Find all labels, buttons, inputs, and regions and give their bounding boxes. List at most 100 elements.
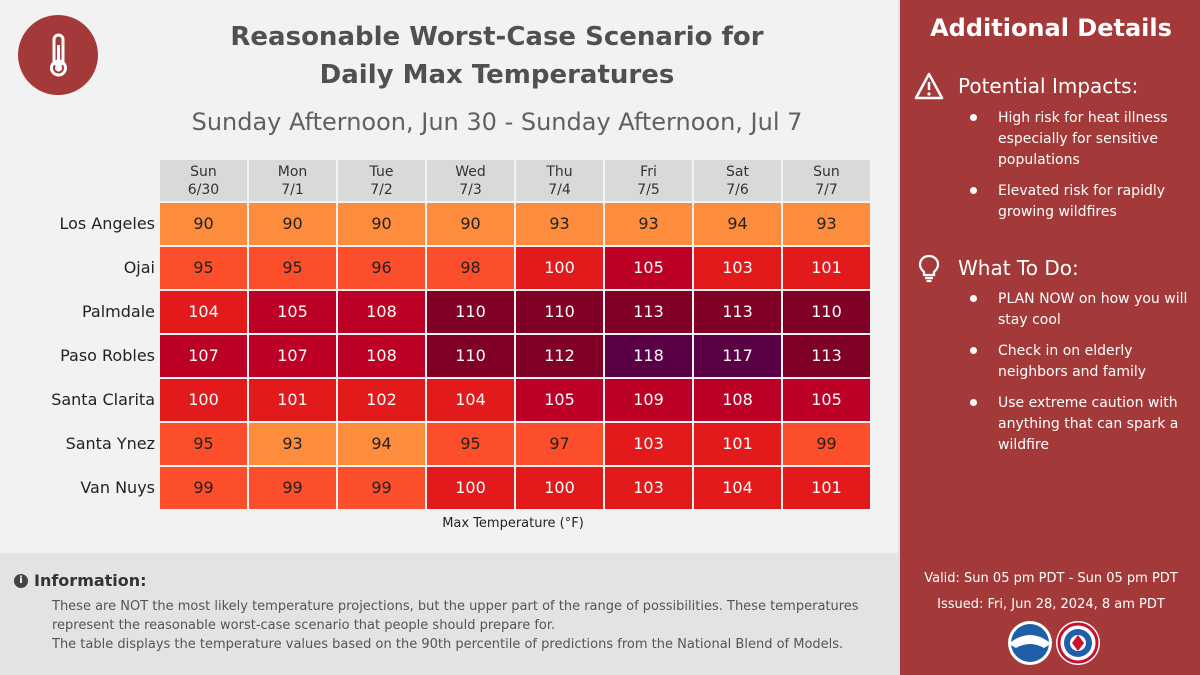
temperature-cell: 107 bbox=[249, 335, 336, 377]
todo-item: PLAN NOW on how you will stay cool bbox=[970, 289, 1190, 331]
issued-time: Issued: Fri, Jun 28, 2024, 8 am PDT bbox=[937, 597, 1165, 612]
row-label: Paso Robles bbox=[60, 346, 155, 365]
info-title-text: Information: bbox=[34, 571, 147, 590]
temperature-cell: 113 bbox=[783, 335, 870, 377]
column-date: 7/5 bbox=[637, 182, 660, 198]
nws-logo bbox=[1056, 621, 1100, 665]
temperature-cell: 90 bbox=[249, 203, 336, 245]
todo-heading: What To Do: bbox=[914, 253, 1079, 283]
temperature-cell: 94 bbox=[338, 423, 425, 465]
column-date: 7/1 bbox=[281, 182, 304, 198]
valid-time: Valid: Sun 05 pm PDT - Sun 05 pm PDT bbox=[924, 571, 1178, 586]
info-line-2: The table displays the temperature value… bbox=[52, 637, 844, 652]
temperature-cell: 110 bbox=[516, 291, 603, 333]
temperature-cell: 94 bbox=[694, 203, 781, 245]
page-title: Reasonable Worst-Case Scenario for Daily… bbox=[140, 18, 854, 94]
temperature-cell: 95 bbox=[160, 423, 247, 465]
todo-list: PLAN NOW on how you will stay cool Check … bbox=[970, 289, 1190, 466]
title-line-1: Reasonable Worst-Case Scenario for bbox=[230, 22, 764, 52]
temperature-cell: 110 bbox=[427, 291, 514, 333]
temperature-cell: 93 bbox=[783, 203, 870, 245]
temperature-cell: 105 bbox=[605, 247, 692, 289]
row-label: Santa Ynez bbox=[65, 434, 155, 453]
impact-item: Elevated risk for rapidly growing wildfi… bbox=[970, 181, 1190, 223]
info-body: These are NOT the most likely temperatur… bbox=[52, 597, 887, 654]
temperature-cell: 100 bbox=[516, 247, 603, 289]
temperature-cell: 105 bbox=[249, 291, 336, 333]
temperature-cell: 104 bbox=[427, 379, 514, 421]
column-date: 7/4 bbox=[548, 182, 571, 198]
column-date: 7/6 bbox=[726, 182, 749, 198]
temperature-cell: 99 bbox=[249, 467, 336, 509]
info-line-1: These are NOT the most likely temperatur… bbox=[52, 599, 859, 633]
column-day: Wed bbox=[455, 164, 486, 180]
column-header: Sat 7/6 bbox=[694, 160, 781, 201]
temperature-cell: 105 bbox=[783, 379, 870, 421]
impact-item: High risk for heat illness especially fo… bbox=[970, 108, 1190, 171]
temperature-cell: 90 bbox=[427, 203, 514, 245]
info-title: i Information: bbox=[14, 571, 147, 590]
row-label: Van Nuys bbox=[80, 478, 155, 497]
info-icon: i bbox=[14, 573, 28, 588]
temperature-cell: 90 bbox=[338, 203, 425, 245]
row-label: Palmdale bbox=[81, 302, 155, 321]
temperature-cell: 104 bbox=[160, 291, 247, 333]
noaa-logo bbox=[1008, 621, 1052, 665]
temperature-cell: 110 bbox=[783, 291, 870, 333]
temperature-cell: 101 bbox=[694, 423, 781, 465]
impacts-heading: Potential Impacts: bbox=[914, 72, 1138, 100]
information-panel: i Information: These are NOT the most li… bbox=[0, 553, 898, 675]
row-label: Los Angeles bbox=[59, 214, 155, 233]
column-day: Mon bbox=[277, 164, 308, 180]
temperature-cell: 96 bbox=[338, 247, 425, 289]
todo-heading-text: What To Do: bbox=[958, 256, 1079, 280]
row-label: Ojai bbox=[123, 258, 155, 277]
temperature-cell: 109 bbox=[605, 379, 692, 421]
temperature-cell: 99 bbox=[783, 423, 870, 465]
temperature-cell: 110 bbox=[427, 335, 514, 377]
temperature-cell: 93 bbox=[605, 203, 692, 245]
column-date: 7/7 bbox=[815, 182, 838, 198]
temperature-cell: 104 bbox=[694, 467, 781, 509]
temperature-cell: 101 bbox=[249, 379, 336, 421]
temperature-cell: 108 bbox=[694, 379, 781, 421]
temperature-cell: 102 bbox=[338, 379, 425, 421]
lightbulb-icon bbox=[918, 254, 940, 283]
side-title: Additional Details bbox=[930, 14, 1172, 42]
temperature-cell: 90 bbox=[160, 203, 247, 245]
column-header: Fri 7/5 bbox=[605, 160, 692, 201]
column-date: 6/30 bbox=[187, 182, 220, 198]
column-day: Sat bbox=[726, 164, 749, 180]
column-day: Fri bbox=[640, 164, 657, 180]
column-header: Mon 7/1 bbox=[249, 160, 336, 201]
temperature-cell: 113 bbox=[605, 291, 692, 333]
column-day: Sun bbox=[190, 164, 217, 180]
temperature-cell: 99 bbox=[160, 467, 247, 509]
temperature-cell: 103 bbox=[694, 247, 781, 289]
temperature-cell: 105 bbox=[516, 379, 603, 421]
column-header: Sun 6/30 bbox=[160, 160, 247, 201]
todo-item: Check in on elderly neighbors and family bbox=[970, 341, 1190, 383]
temperature-cell: 95 bbox=[160, 247, 247, 289]
temperature-cell: 113 bbox=[694, 291, 781, 333]
thermometer-icon bbox=[50, 33, 67, 77]
main-panel: Reasonable Worst-Case Scenario for Daily… bbox=[18, 15, 870, 531]
temperature-cell: 97 bbox=[516, 423, 603, 465]
temperature-cell: 100 bbox=[160, 379, 247, 421]
temperature-cell: 100 bbox=[516, 467, 603, 509]
warning-triangle-icon bbox=[914, 72, 944, 100]
column-header: Thu 7/4 bbox=[516, 160, 603, 201]
column-header: Tue 7/2 bbox=[338, 160, 425, 201]
temperature-cell: 100 bbox=[427, 467, 514, 509]
temperature-cell: 93 bbox=[249, 423, 336, 465]
temperature-cell: 117 bbox=[694, 335, 781, 377]
temperature-cell: 101 bbox=[783, 247, 870, 289]
agency-logos bbox=[1008, 621, 1100, 665]
temperature-cell: 108 bbox=[338, 291, 425, 333]
column-header: Sun 7/7 bbox=[783, 160, 870, 201]
temperature-cell: 93 bbox=[516, 203, 603, 245]
column-date: 7/3 bbox=[459, 182, 482, 198]
temperature-cell: 101 bbox=[783, 467, 870, 509]
column-day: Thu bbox=[546, 164, 573, 180]
temperature-cell: 95 bbox=[249, 247, 336, 289]
